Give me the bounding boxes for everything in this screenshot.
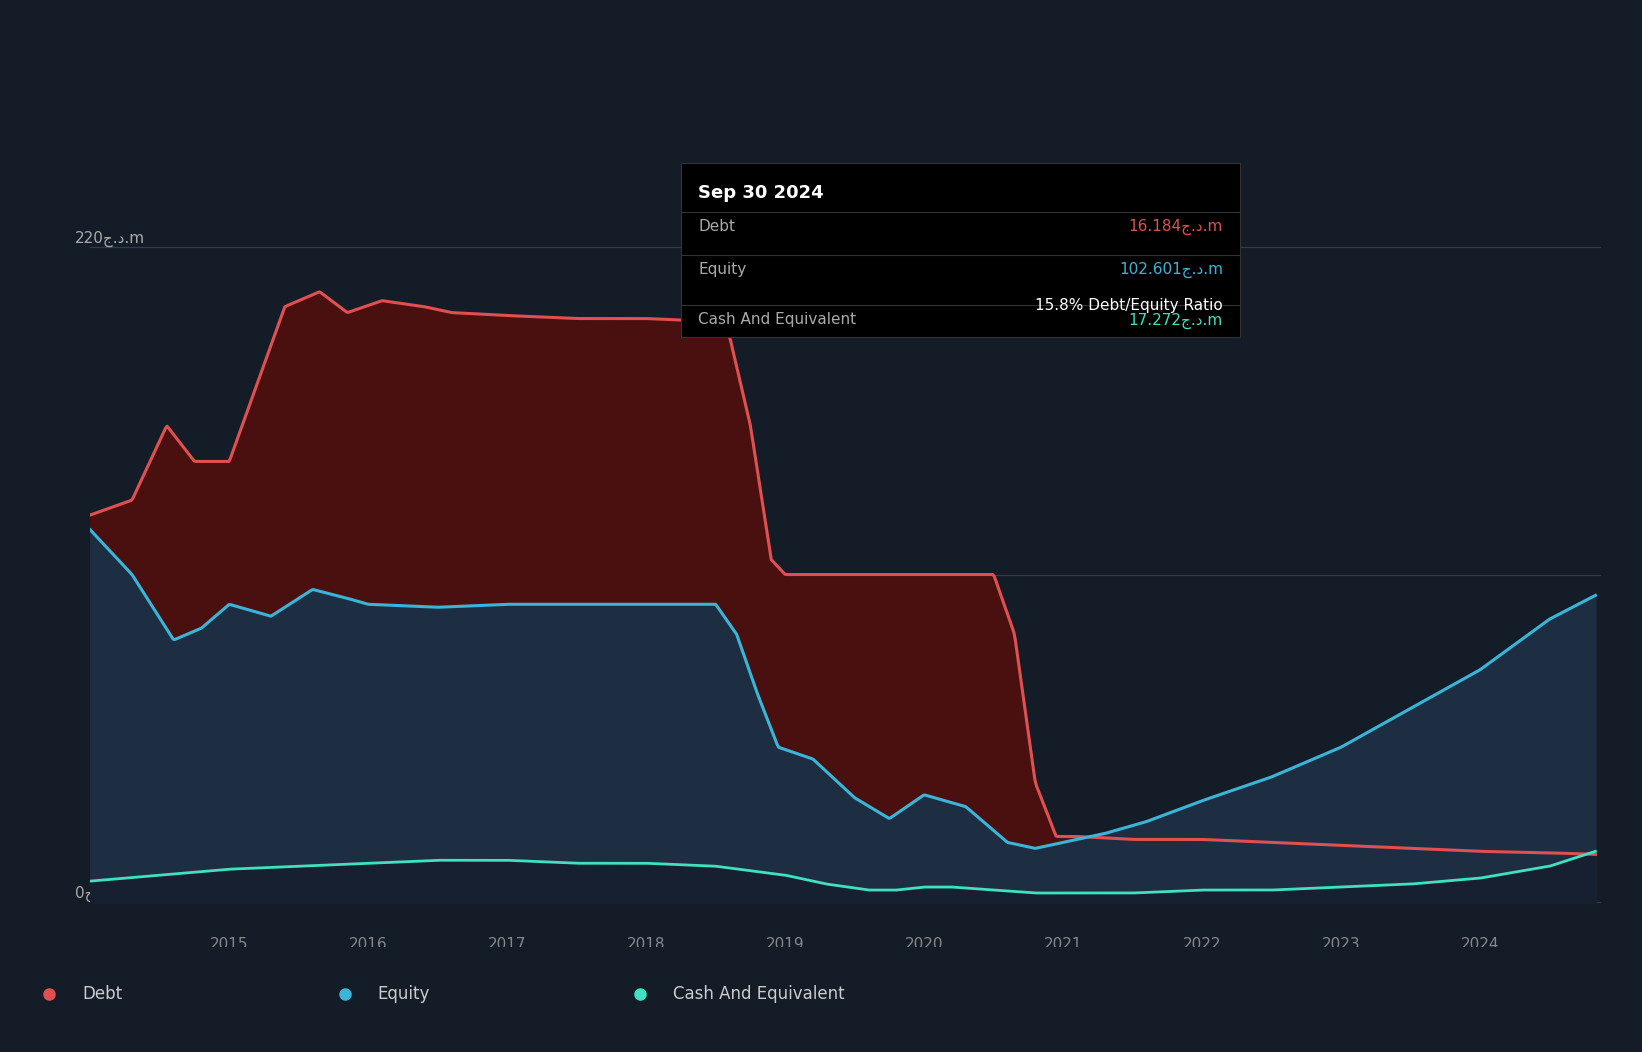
Text: Cash And Equivalent: Cash And Equivalent	[673, 985, 846, 1004]
Text: 102.601ج.د.m: 102.601ج.د.m	[1118, 262, 1223, 278]
Text: Equity: Equity	[378, 985, 430, 1004]
Text: Sep 30 2024: Sep 30 2024	[698, 184, 824, 202]
Text: 0ج.د.m: 0ج.د.m	[76, 886, 126, 902]
Text: Debt: Debt	[82, 985, 122, 1004]
Text: 17.272ج.د.m: 17.272ج.د.m	[1128, 312, 1223, 328]
Text: Cash And Equivalent: Cash And Equivalent	[698, 312, 857, 327]
Text: 220ج.د.m: 220ج.د.m	[76, 230, 146, 247]
Text: 16.184ج.د.m: 16.184ج.د.m	[1128, 219, 1223, 235]
Text: 15.8% Debt/Equity Ratio: 15.8% Debt/Equity Ratio	[1034, 299, 1223, 313]
Text: Debt: Debt	[698, 219, 736, 234]
Text: Equity: Equity	[698, 262, 747, 277]
